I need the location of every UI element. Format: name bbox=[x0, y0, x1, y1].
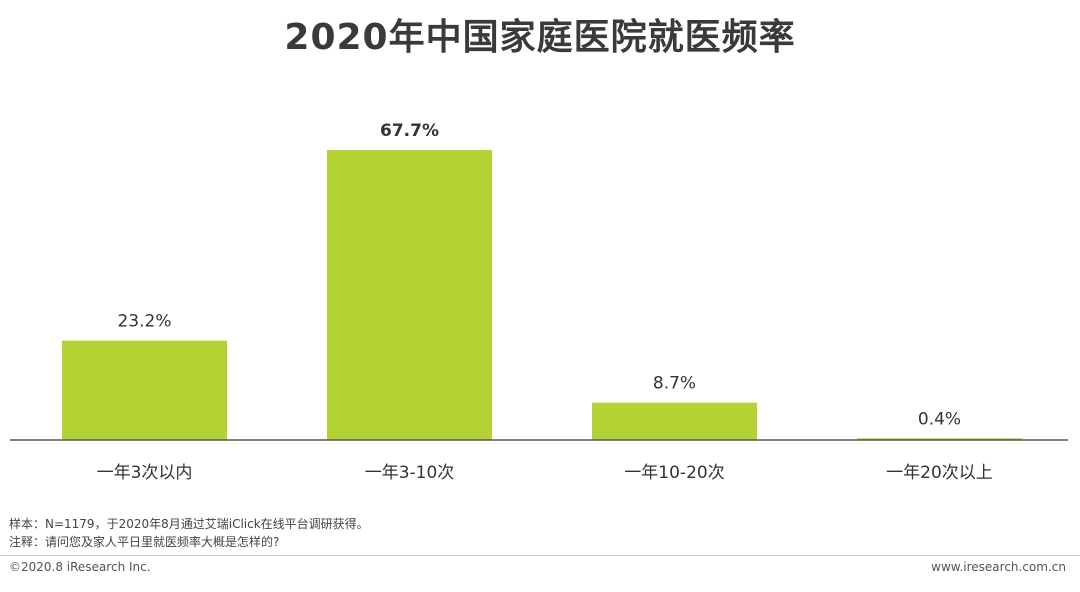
website-link[interactable]: www.iresearch.com.cn bbox=[931, 560, 1066, 574]
category-label-1: 一年3-10次 bbox=[365, 463, 455, 483]
value-label-2: 8.7% bbox=[653, 374, 696, 394]
chart-title: 2020年中国家庭医院就医频率 bbox=[284, 17, 796, 58]
sample-note: 样本：N=1179，于2020年8月通过艾瑞iClick在线平台调研获得。 bbox=[9, 517, 369, 531]
chart-notes: 样本：N=1179，于2020年8月通过艾瑞iClick在线平台调研获得。 注释… bbox=[9, 515, 369, 551]
category-label-0: 一年3次以内 bbox=[97, 463, 193, 483]
bar-chart: 23.2% 67.7% 8.7% 0.4% 一年3次以内 一年3-10次 一年10-20次… bbox=[10, 121, 1068, 483]
category-label-3: 一年20次以上 bbox=[886, 463, 993, 483]
value-label-0: 23.2% bbox=[117, 312, 171, 332]
copyright-text: ©2020.8 iResearch Inc. bbox=[9, 560, 151, 574]
category-label-2: 一年10-20次 bbox=[624, 463, 724, 483]
bar-0 bbox=[62, 340, 227, 440]
value-label-3: 0.4% bbox=[918, 409, 961, 429]
value-labels-group: 23.2% 67.7% 8.7% 0.4% bbox=[117, 121, 961, 429]
bar-2 bbox=[592, 402, 757, 440]
value-label-1: 67.7% bbox=[380, 121, 439, 141]
bars-group bbox=[62, 150, 1022, 440]
category-labels-group: 一年3次以内 一年3-10次 一年10-20次 一年20次以上 bbox=[97, 463, 993, 483]
bar-1 bbox=[327, 150, 492, 440]
bar-3 bbox=[857, 438, 1022, 440]
footer-divider bbox=[0, 555, 1080, 556]
remark-note: 注释：请问您及家人平日里就医频率大概是怎样的? bbox=[9, 535, 280, 549]
